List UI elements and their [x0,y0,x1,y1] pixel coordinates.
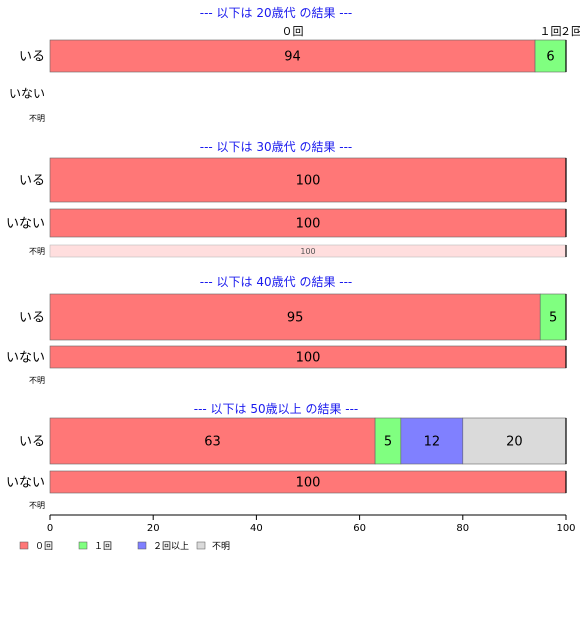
x-tick-label: 20 [147,523,160,534]
segment-top-label: ０回 [282,25,304,38]
data-label: 95 [287,311,304,326]
data-label: 12 [424,435,441,450]
legend-swatch [78,541,88,550]
row-label: 不明 [29,376,45,385]
legend-label: ２回以上 [153,541,189,552]
panel-title: --- 以下は 40歳代 の結果 --- [200,275,353,289]
data-label: 100 [296,476,321,491]
bar-segment [49,293,541,341]
data-label: 63 [204,435,221,450]
bar-segment [539,293,567,341]
row-label: 不明 [29,247,45,256]
data-label: 20 [506,435,523,450]
row-label: いる [19,50,45,65]
row-label: 不明 [29,114,45,123]
x-tick-label: 40 [250,523,263,534]
legend-swatch [19,541,29,550]
data-label: 5 [549,311,557,326]
row-label: いない [9,86,45,100]
x-tick-label: 100 [556,523,575,534]
legend-swatch [137,541,147,550]
row-label: いない [6,217,45,232]
segment-top-label: 不明 [577,25,580,38]
data-label: 94 [284,50,301,65]
bar-segment [534,39,567,73]
data-label: 100 [296,217,321,232]
x-tick-label: 80 [456,523,469,534]
segment-top-label: １回 [540,25,562,38]
bar-segment [49,417,376,465]
legend-swatch [196,541,206,550]
bar-segment [49,157,567,203]
row-label: いない [6,351,45,366]
legend-label: ０回 [35,541,53,552]
bar-segment [462,417,567,465]
bar-segment [374,417,402,465]
data-label: 6 [546,50,554,65]
row-label: いる [19,311,45,326]
data-label: 5 [384,435,392,450]
segment-top-label: ２回以上 [560,25,580,38]
legend-label: １回 [94,541,112,552]
bar-segment [49,39,536,73]
legend-label: 不明 [212,541,230,552]
panel-title: --- 以下は 50歳以上 の結果 --- [194,402,359,416]
x-tick-label: 0 [47,523,53,534]
row-label: いる [19,435,45,450]
data-label: 100 [296,174,321,189]
data-label: 100 [296,351,321,366]
panel-title: --- 以下は 30歳代 の結果 --- [200,140,353,154]
panel-title: --- 以下は 20歳代 の結果 --- [200,6,353,20]
row-label: いる [19,174,45,189]
data-label: 100 [300,247,315,256]
row-label: 不明 [29,501,45,510]
bar-segment [49,208,567,238]
x-tick-label: 60 [353,523,366,534]
row-label: いない [6,476,45,491]
bar-segment [400,417,464,465]
